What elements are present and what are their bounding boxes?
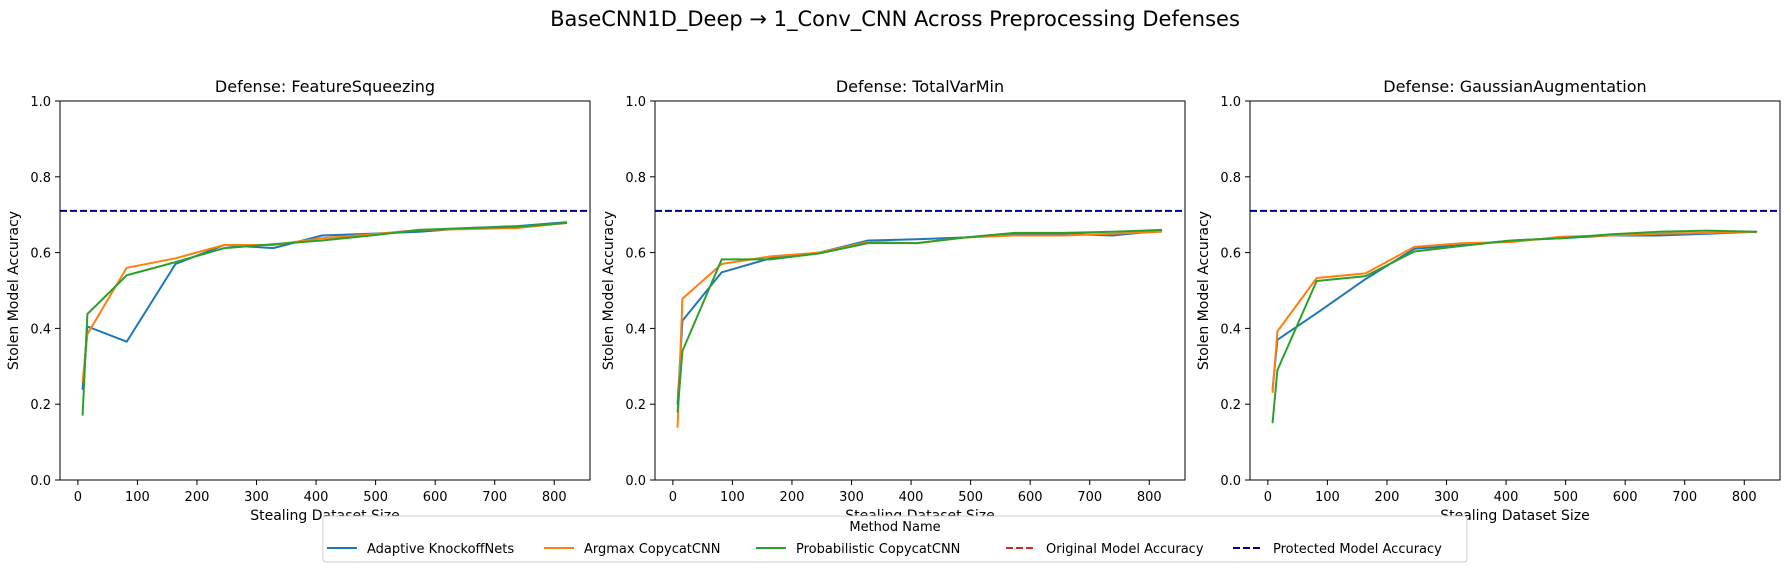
legend-box: [322, 515, 1468, 563]
x-tick-label: 0: [74, 490, 82, 505]
y-tick-label: 0.6: [625, 247, 646, 262]
y-tick-label: 0.2: [30, 398, 51, 413]
axes-frame: [59, 100, 591, 481]
y-tick-label: 0.0: [30, 474, 51, 489]
axes-frame: [654, 100, 1186, 481]
y-tick-label: 0.0: [1220, 474, 1241, 489]
x-tick-label: 100: [720, 490, 745, 505]
y-tick-label: 0.4: [30, 322, 51, 337]
x-tick-label: 600: [423, 490, 448, 505]
series-line-1: [676, 229, 1163, 406]
x-tick-label: 200: [1375, 490, 1400, 505]
subplot-title: Defense: GaussianAugmentation: [1383, 77, 1646, 96]
legend-entry: Argmax CopycatCNN: [544, 542, 720, 557]
subplot-title: Defense: FeatureSqueezing: [215, 77, 435, 96]
y-tick-label: 1.0: [30, 95, 51, 110]
x-tick-label: 300: [839, 490, 864, 505]
x-axis-label: Stealing Dataset Size: [1440, 508, 1590, 524]
x-tick-label: 500: [1553, 490, 1578, 505]
legend-label: Original Model Accuracy: [1046, 542, 1204, 557]
series-line-3: [81, 222, 568, 416]
series-line-3: [1271, 229, 1758, 424]
legend-entry: Protected Model Accuracy: [1233, 542, 1442, 557]
series-line-1: [1271, 230, 1758, 390]
x-tick-label: 700: [482, 490, 507, 505]
x-tick-label: 700: [1672, 490, 1697, 505]
y-tick-label: 0.4: [625, 322, 646, 337]
subplot-1: Defense: FeatureSqueezing 0 100 200 300 400 50…: [6, 77, 591, 524]
y-tick-label: 0.8: [625, 171, 646, 186]
series-line-2: [1271, 230, 1758, 394]
x-tick-label: 700: [1077, 490, 1102, 505]
legend-label: Probabilistic CopycatCNN: [796, 542, 960, 557]
x-tick-label: 800: [1137, 490, 1162, 505]
y-axis-label: Stolen Model Accuracy: [601, 211, 617, 370]
y-tick-label: 1.0: [625, 95, 646, 110]
x-tick-label: 0: [669, 490, 677, 505]
x-tick-label: 0: [1264, 490, 1272, 505]
legend-label: Adaptive KnockoffNets: [367, 542, 514, 557]
legend-entry: Probabilistic CopycatCNN: [756, 542, 960, 557]
x-tick-label: 600: [1613, 490, 1638, 505]
x-tick-label: 400: [304, 490, 329, 505]
x-tick-label: 800: [542, 490, 567, 505]
x-tick-label: 600: [1018, 490, 1043, 505]
subplots: Defense: FeatureSqueezing 0 100 200 300 400 50…: [6, 77, 1781, 524]
series-line-1: [81, 221, 568, 390]
x-tick-label: 500: [958, 490, 983, 505]
x-tick-label: 300: [1434, 490, 1459, 505]
legend-label: Argmax CopycatCNN: [584, 542, 720, 557]
figure-title: BaseCNN1D_Deep → 1_Conv_CNN Across Prepr…: [550, 7, 1240, 32]
y-tick-label: 0.2: [625, 398, 646, 413]
series-line-2: [81, 222, 568, 383]
x-tick-label: 100: [1315, 490, 1340, 505]
x-tick-label: 200: [780, 490, 805, 505]
y-tick-label: 0.6: [30, 247, 51, 262]
y-axis-label: Stolen Model Accuracy: [1196, 211, 1212, 370]
x-tick-label: 300: [244, 490, 269, 505]
x-tick-label: 400: [1494, 490, 1519, 505]
y-tick-label: 0.6: [1220, 247, 1241, 262]
x-tick-label: 400: [899, 490, 924, 505]
subplot-3: Defense: GaussianAugmentation 0 100 200 300 4…: [1196, 77, 1781, 524]
x-tick-label: 800: [1732, 490, 1757, 505]
legend-label: Protected Model Accuracy: [1273, 542, 1442, 557]
x-tick-label: 100: [125, 490, 150, 505]
x-tick-label: 500: [363, 490, 388, 505]
y-axis-label: Stolen Model Accuracy: [6, 211, 22, 370]
axes-frame: [1249, 100, 1781, 481]
y-tick-label: 0.8: [30, 171, 51, 186]
y-tick-label: 1.0: [1220, 95, 1241, 110]
y-tick-label: 0.8: [1220, 171, 1241, 186]
y-tick-label: 0.4: [1220, 322, 1241, 337]
series-line-2: [676, 230, 1163, 428]
x-tick-label: 200: [185, 490, 210, 505]
y-tick-label: 0.0: [625, 474, 646, 489]
legend: Method Name Adaptive KnockoffNets Argmax C…: [322, 515, 1468, 563]
subplot-2: Defense: TotalVarMin 0 100 200 300 400 500 600 7…: [601, 77, 1186, 524]
series-line-3: [676, 228, 1163, 413]
legend-entry: Original Model Accuracy: [1006, 542, 1204, 557]
y-tick-label: 0.2: [1220, 398, 1241, 413]
legend-entry: Adaptive KnockoffNets: [327, 542, 514, 557]
legend-title: Method Name: [849, 520, 940, 535]
subplot-title: Defense: TotalVarMin: [836, 77, 1004, 96]
